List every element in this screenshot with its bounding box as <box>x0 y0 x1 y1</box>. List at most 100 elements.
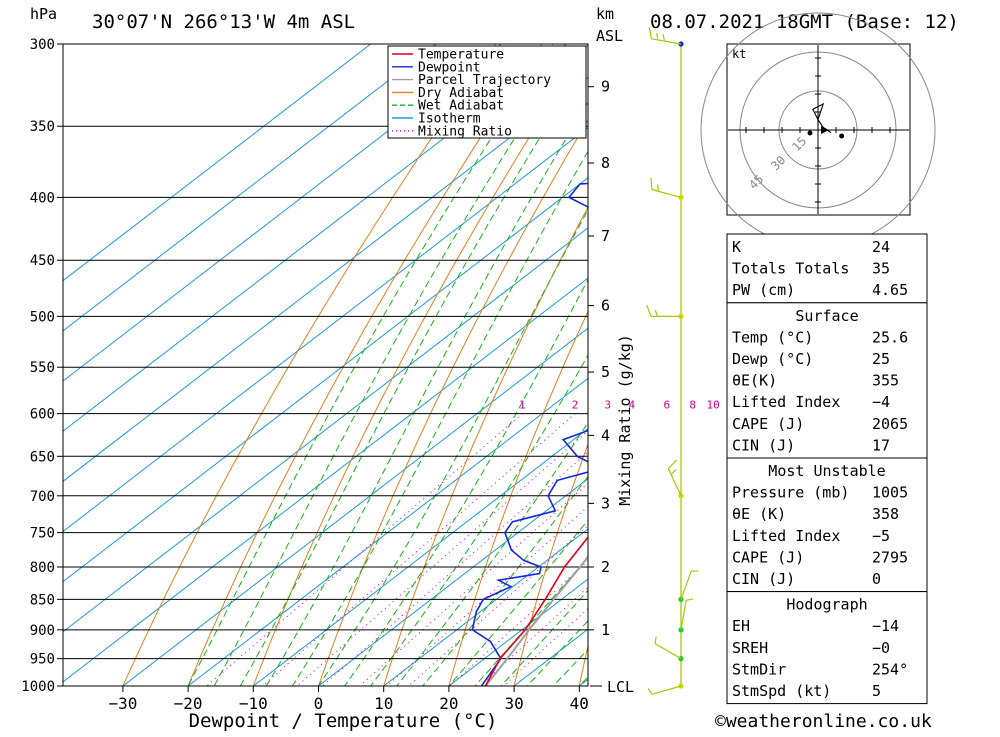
indices-row-label: Lifted Index <box>732 527 840 545</box>
indices-row-label: Lifted Index <box>732 393 840 411</box>
pressure-tick-label: 800 <box>30 560 55 576</box>
wind-barb-flag <box>647 305 651 316</box>
mixing-ratio-line <box>323 414 632 686</box>
pressure-tick-label: 600 <box>30 407 55 423</box>
indices-row-value: 25.6 <box>872 328 908 346</box>
height-tick-label: 2 <box>601 558 610 576</box>
indices-row-label: Dewp (°C) <box>732 350 813 368</box>
pressure-tick-label: 550 <box>30 360 55 376</box>
mixing-ratio-line <box>387 414 693 686</box>
wind-barb-staff <box>652 190 681 198</box>
indices-row-value: 5 <box>872 682 881 700</box>
wind-barb-flag <box>651 178 652 190</box>
temperature-tick-label: 40 <box>570 694 589 713</box>
legend-entry-label: Mixing Ratio <box>418 124 512 139</box>
wind-barb-staff <box>652 686 681 694</box>
indices-row-value: 35 <box>872 260 890 278</box>
pressure-tick-label: 850 <box>30 592 55 608</box>
wind-barb-flag <box>648 689 652 695</box>
indices-row-value: 2795 <box>872 548 908 566</box>
height-tick-label: 8 <box>601 154 610 172</box>
lcl-label: LCL <box>607 678 634 696</box>
datetime-label: 08.07.2021 18GMT (Base: 12) <box>650 11 959 33</box>
indices-row-value: 24 <box>872 238 890 256</box>
indices-row-value: 0 <box>872 570 881 588</box>
height-unit-label: km <box>596 5 614 23</box>
x-axis-label: Dewpoint / Temperature (°C) <box>189 710 498 732</box>
pressure-tick-label: 1000 <box>21 679 55 695</box>
indices-row-value: 358 <box>872 505 899 523</box>
hodograph-point <box>808 131 813 136</box>
indices-row-label: θE (K) <box>732 505 786 523</box>
indices-row-value: −4 <box>872 393 890 411</box>
pressure-tick-label: 450 <box>30 253 55 269</box>
indices-row-value: 254° <box>872 660 908 678</box>
pressure-tick-label: 700 <box>30 489 55 505</box>
indices-row-value: 1005 <box>872 484 908 502</box>
wind-barb-flag <box>657 33 658 40</box>
indices-row-label: K <box>732 238 741 256</box>
pressure-unit-label: hPa <box>30 5 57 23</box>
pressure-tick-label: 300 <box>30 37 55 53</box>
wind-barb-flag <box>658 184 659 191</box>
indices-row-value: 355 <box>872 372 899 390</box>
wind-profile <box>647 27 699 694</box>
indices-row-label: Totals Totals <box>732 260 849 278</box>
indices-row-label: CIN (J) <box>732 436 795 454</box>
indices-row-label: CIN (J) <box>732 570 795 588</box>
wind-barb-staff <box>655 644 681 659</box>
indices-block-title: Most Unstable <box>768 462 885 480</box>
indices-row-value: 25 <box>872 350 890 368</box>
indices-row-label: θE(K) <box>732 372 777 390</box>
height-tick-label: 6 <box>601 297 610 315</box>
mixing-ratio-label: 3 <box>604 399 611 412</box>
indices-row-label: PW (cm) <box>732 281 795 299</box>
wind-barb-staff <box>668 469 681 496</box>
wind-barb-flag <box>671 470 676 475</box>
pressure-tick-label: 750 <box>30 526 55 542</box>
wind-level-dot <box>678 597 683 602</box>
mixing-ratio-label: 6 <box>664 399 671 412</box>
pressure-tick-label: 950 <box>30 652 55 668</box>
wind-barb-flag <box>655 310 657 317</box>
wind-barb-flag <box>655 637 656 644</box>
indices-row-label: CAPE (J) <box>732 415 804 433</box>
indices-row-value: 2065 <box>872 415 908 433</box>
wind-barb-staff <box>681 600 686 630</box>
wind-barb-flag <box>686 599 693 600</box>
indices-row-label: Temp (°C) <box>732 328 813 346</box>
wind-barb-flag <box>663 34 664 41</box>
indices-row-label: SREH <box>732 639 768 657</box>
indices-row-value: 4.65 <box>872 281 908 299</box>
mixing-ratio-axis-label: Mixing Ratio (g/kg) <box>616 334 634 506</box>
wind-barb-staff <box>681 571 691 599</box>
storm-motion-point <box>839 134 844 139</box>
wind-barb-flag <box>668 460 676 469</box>
indices-row-label: EH <box>732 617 750 635</box>
indices-row-value: −0 <box>872 639 890 657</box>
temperature-tick-label: −30 <box>108 694 137 713</box>
mixing-ratio-label: 10 <box>707 399 720 412</box>
wind-barb-staff <box>651 39 681 44</box>
indices-row-value: −14 <box>872 617 899 635</box>
indices-block-title: Hodograph <box>786 596 867 614</box>
indices-row-label: Pressure (mb) <box>732 484 849 502</box>
indices-row-label: StmDir <box>732 660 786 678</box>
indices-row-label: StmSpd (kt) <box>732 682 831 700</box>
indices-row-value: −5 <box>872 527 890 545</box>
indices-row-value: 17 <box>872 436 890 454</box>
asl-label: ASL <box>596 27 623 45</box>
height-tick-label: 5 <box>601 363 610 381</box>
mixing-ratio-label: 1 <box>519 399 526 412</box>
height-tick-label: 4 <box>601 426 610 444</box>
pressure-tick-label: 900 <box>30 623 55 639</box>
pressure-tick-label: 400 <box>30 190 55 206</box>
height-tick-label: 3 <box>601 494 610 512</box>
mixing-ratio-label: 8 <box>689 399 696 412</box>
mixing-ratio-label: 2 <box>572 399 579 412</box>
height-tick-label: 1 <box>601 621 610 639</box>
pressure-tick-label: 650 <box>30 449 55 465</box>
